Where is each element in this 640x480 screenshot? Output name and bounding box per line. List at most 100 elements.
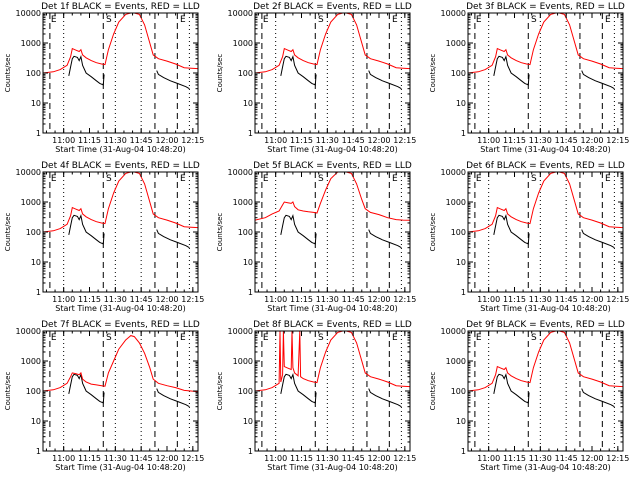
x-tick-label: 12:00 [367,295,390,304]
x-tick-label: 11:45 [342,454,365,463]
interval-annotation: E [605,174,611,184]
y-axis-label: Counts/sec [4,372,12,411]
panel-title: Det 7f BLACK = Events, RED = LLD [41,320,200,330]
x-tick-label: 11:00 [264,295,287,304]
interval-annotation: E [51,15,57,25]
x-tick-label: 11:45 [342,136,365,145]
y-tick-label: 10 [456,417,466,426]
y-tick-label: 1 [248,129,253,138]
plot-frame [254,12,411,134]
events-series-line [68,214,105,245]
y-tick-label: 100 [26,69,41,78]
interval-annotation: E [605,333,611,343]
x-tick-label: 12:15 [393,136,416,145]
detector-panel: Det 6f BLACK = Events, RED = LLD E S E 1 10 10… [429,161,629,313]
interval-annotation: S [531,15,537,25]
x-tick-label: 12:00 [367,454,390,463]
interval-annotation: S [106,333,112,343]
x-tick-label: 11:15 [290,136,313,145]
y-tick-label: 1 [36,447,41,456]
y-tick-label: 10000 [441,327,466,336]
x-tick-label: 11:30 [104,454,127,463]
interval-annotation: E [263,15,269,25]
y-tick-label: 1 [36,288,41,297]
interval-annotation: S [531,174,537,184]
x-axis-label: Start Time (31-Aug-04 10:48:20) [267,145,398,154]
x-tick-label: 12:00 [155,454,178,463]
y-tick-label: 1 [461,288,466,297]
y-tick-label: 10 [456,258,466,267]
x-tick-label: 11:30 [316,454,339,463]
events-series-line [156,388,190,408]
y-tick-label: 1000 [21,357,41,366]
events-series-line [493,373,530,404]
y-tick-label: 1 [36,129,41,138]
x-tick-label: 11:45 [342,295,365,304]
events-series-line [368,388,402,408]
events-series-line [581,388,615,408]
detector-panel: Det 7f BLACK = Events, RED = LLD E S E 1 10 10… [4,320,204,472]
lld-series-line [255,331,410,392]
events-series-line [280,214,317,245]
interval-annotation: S [106,174,112,184]
x-tick-label: 12:00 [155,136,178,145]
detector-panel: Det 4f BLACK = Events, RED = LLD E S E 1 10 10… [4,161,204,313]
y-tick-label: 100 [451,228,466,237]
y-tick-label: 1000 [21,39,41,48]
x-tick-label: 12:00 [155,295,178,304]
y-tick-label: 10 [456,99,466,108]
x-tick-label: 11:30 [316,136,339,145]
x-tick-label: 11:15 [290,454,313,463]
lld-series-line [43,172,198,233]
y-tick-label: 100 [238,228,253,237]
plot-frame [254,171,411,293]
x-tick-label: 12:00 [580,454,603,463]
plot-frame [467,330,624,452]
x-axis-label: Start Time (31-Aug-04 10:48:20) [480,463,611,472]
panel-title: Det 3f BLACK = Events, RED = LLD [466,2,625,12]
y-tick-label: 1000 [446,357,466,366]
interval-annotation: E [51,174,57,184]
detector-panel: Det 2f BLACK = Events, RED = LLD E S E 1 10 10… [216,2,416,154]
y-tick-label: 100 [26,387,41,396]
y-tick-label: 1000 [21,198,41,207]
x-tick-label: 11:00 [477,454,500,463]
detector-panel: Det 8f BLACK = Events, RED = LLD E S E 1 10 10… [216,320,416,472]
interval-annotation: E [392,174,398,184]
events-series-line [156,229,190,249]
x-tick-label: 12:15 [393,295,416,304]
panel-title: Det 1f BLACK = Events, RED = LLD [41,2,200,12]
y-axis-label: Counts/sec [216,213,224,252]
lld-series-line [468,172,623,233]
plot-frame [42,330,199,452]
interval-annotation: E [51,333,57,343]
x-tick-label: 11:30 [104,295,127,304]
x-tick-label: 11:00 [52,136,75,145]
x-tick-label: 11:15 [78,295,101,304]
x-tick-label: 11:45 [555,295,578,304]
events-series-line [493,214,530,245]
x-axis-label: Start Time (31-Aug-04 10:48:20) [480,304,611,313]
x-tick-label: 11:30 [529,454,552,463]
interval-annotation: E [476,15,482,25]
lld-series-line [468,13,623,74]
y-tick-label: 10 [243,258,253,267]
x-tick-label: 11:00 [477,136,500,145]
x-axis-label: Start Time (31-Aug-04 10:48:20) [55,304,186,313]
interval-annotation: E [392,15,398,25]
panel-title: Det 4f BLACK = Events, RED = LLD [41,161,200,171]
interval-annotation: E [476,333,482,343]
detector-panel: Det 5f BLACK = Events, RED = LLD E S E 1 10 10… [216,161,416,313]
x-tick-label: 12:15 [181,454,204,463]
panel-title: Det 8f BLACK = Events, RED = LLD [253,320,412,330]
interval-annotation: E [180,174,186,184]
x-tick-label: 12:15 [393,454,416,463]
plot-frame [467,171,624,293]
x-tick-label: 11:00 [264,454,287,463]
detector-panel: Det 3f BLACK = Events, RED = LLD E S E 1 10 10… [429,2,629,154]
y-tick-label: 100 [451,387,466,396]
interval-annotation: S [318,15,324,25]
plot-frame [467,12,624,134]
lld-series-line [43,335,198,393]
